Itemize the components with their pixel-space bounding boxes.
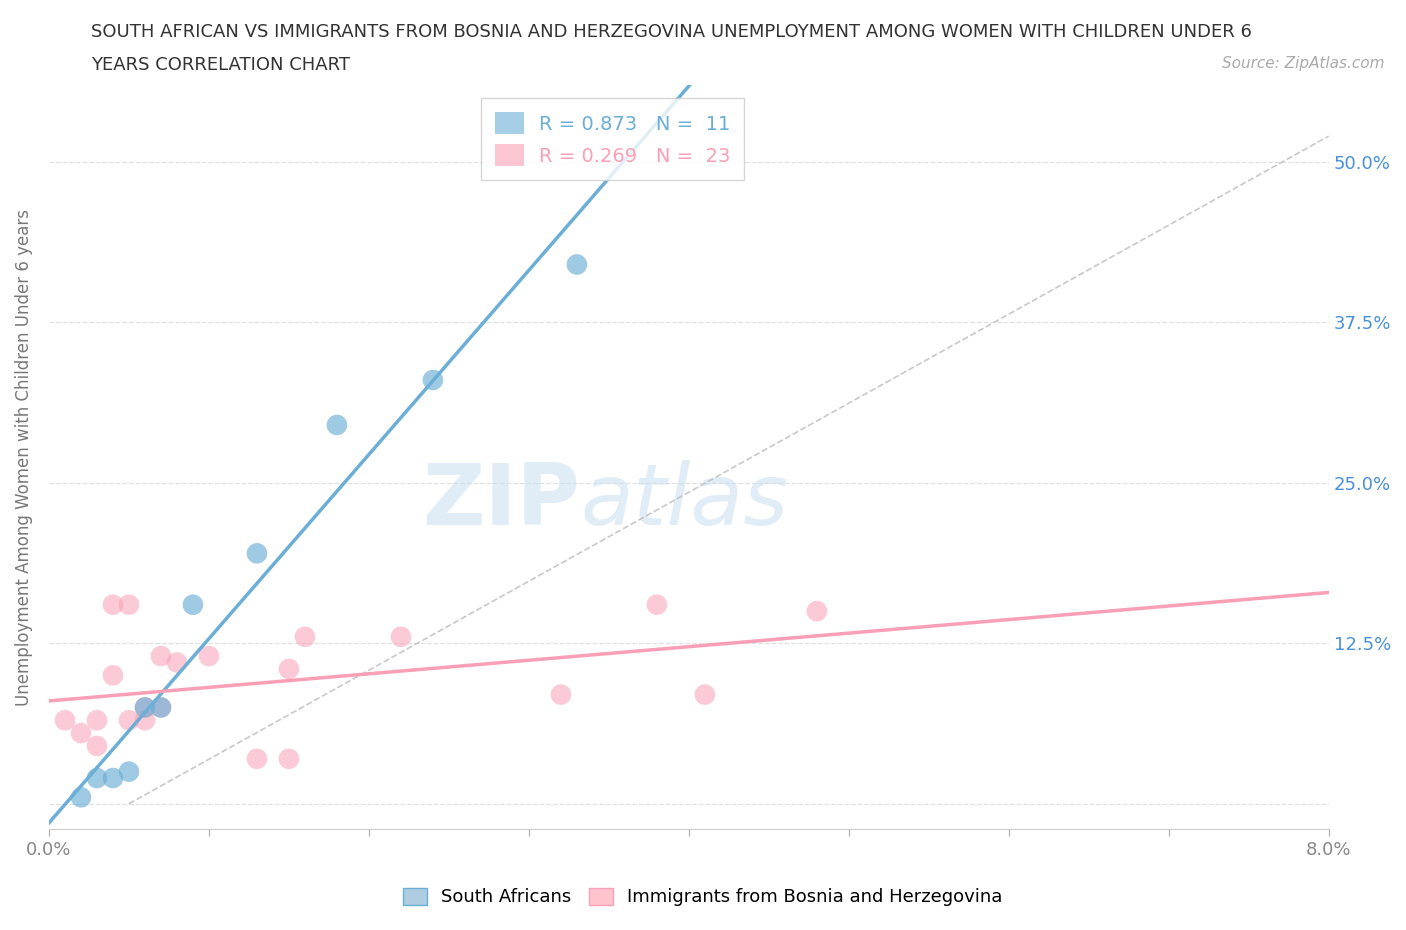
Point <box>101 771 124 786</box>
Point <box>134 712 156 727</box>
Point <box>70 790 93 804</box>
Point <box>149 648 172 663</box>
Y-axis label: Unemployment Among Women with Children Under 6 years: Unemployment Among Women with Children U… <box>15 208 32 706</box>
Point <box>550 687 572 702</box>
Point <box>86 771 108 786</box>
Point <box>118 597 141 612</box>
Text: ZIP: ZIP <box>422 460 581 543</box>
Point <box>118 712 141 727</box>
Text: SOUTH AFRICAN VS IMMIGRANTS FROM BOSNIA AND HERZEGOVINA UNEMPLOYMENT AMONG WOMEN: SOUTH AFRICAN VS IMMIGRANTS FROM BOSNIA … <box>91 23 1253 41</box>
Point <box>389 630 412 644</box>
Point <box>86 712 108 727</box>
Point <box>53 712 76 727</box>
Point <box>326 418 349 432</box>
Point <box>181 597 204 612</box>
Point <box>278 751 301 766</box>
Point <box>101 597 124 612</box>
Point <box>246 751 269 766</box>
Text: atlas: atlas <box>581 460 789 543</box>
Point <box>134 700 156 715</box>
Text: YEARS CORRELATION CHART: YEARS CORRELATION CHART <box>91 56 350 73</box>
Point <box>294 630 316 644</box>
Point <box>149 700 172 715</box>
Point <box>806 604 828 618</box>
Point <box>86 738 108 753</box>
Point <box>693 687 716 702</box>
Point <box>645 597 668 612</box>
Point <box>149 700 172 715</box>
Legend: South Africans, Immigrants from Bosnia and Herzegovina: South Africans, Immigrants from Bosnia a… <box>396 881 1010 913</box>
Point <box>565 257 588 272</box>
Text: Source: ZipAtlas.com: Source: ZipAtlas.com <box>1222 56 1385 71</box>
Point <box>134 700 156 715</box>
Point <box>118 764 141 779</box>
Point <box>422 373 444 388</box>
Point <box>246 546 269 561</box>
Point <box>166 655 188 670</box>
Point <box>278 661 301 676</box>
Point <box>101 668 124 683</box>
Point <box>70 725 93 740</box>
Point <box>198 648 221 663</box>
Legend: R = 0.873   N =  11, R = 0.269   N =  23: R = 0.873 N = 11, R = 0.269 N = 23 <box>481 99 744 180</box>
